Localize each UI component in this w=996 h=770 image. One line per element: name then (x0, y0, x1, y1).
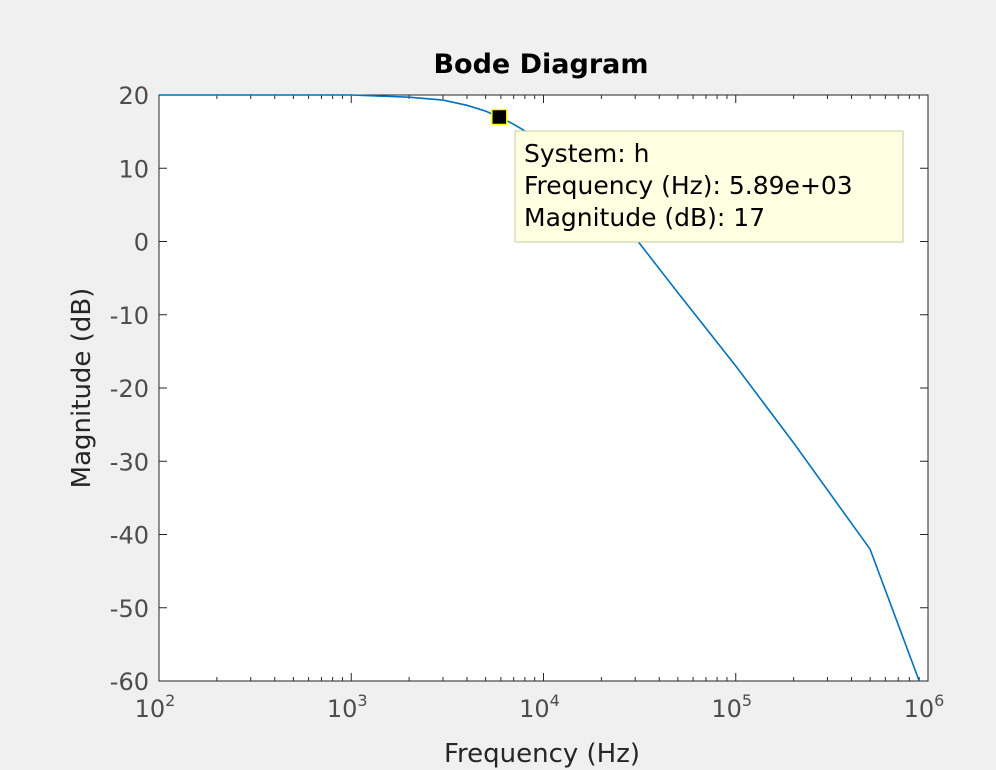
x-tick-label: 104 (519, 691, 560, 723)
y-axis-label: Magnitude (dB) (67, 288, 97, 489)
y-ticks (159, 94, 928, 682)
y-tick-label: -10 (110, 302, 149, 330)
y-tick-label: -50 (110, 595, 149, 623)
x-axis-label: Frequency (Hz) (444, 739, 640, 769)
chart-title: Bode Diagram (433, 49, 648, 80)
y-tick-label: -60 (110, 668, 149, 696)
x-tick-labels: 102 103 104 105 106 (135, 691, 945, 723)
y-tick-label: 0 (134, 229, 149, 257)
x-tick-label: 103 (327, 691, 368, 723)
y-tick-labels: 20 10 0 -10 -20 -30 -40 -50 -60 (110, 82, 149, 696)
y-tick-label: -40 (110, 522, 149, 550)
y-tick-label: -30 (110, 448, 149, 476)
x-tick-label: 102 (135, 691, 176, 723)
datatip-line-frequency: Frequency (Hz): 5.89e+03 (524, 171, 853, 200)
datatip-box[interactable] (514, 130, 904, 243)
datatip[interactable]: System: h Frequency (Hz): 5.89e+03 Magni… (491, 108, 904, 243)
y-tick-label: 10 (118, 155, 149, 183)
x-tick-label: 105 (711, 691, 752, 723)
y-tick-label: -20 (110, 375, 149, 403)
y-tick-label: 20 (118, 82, 149, 110)
datatip-line-system: System: h (524, 139, 649, 168)
datatip-marker[interactable] (491, 108, 508, 126)
datatip-line-magnitude: Magnitude (dB): 17 (524, 203, 765, 232)
x-tick-label: 106 (904, 691, 945, 723)
x-major-ticks (158, 95, 929, 681)
